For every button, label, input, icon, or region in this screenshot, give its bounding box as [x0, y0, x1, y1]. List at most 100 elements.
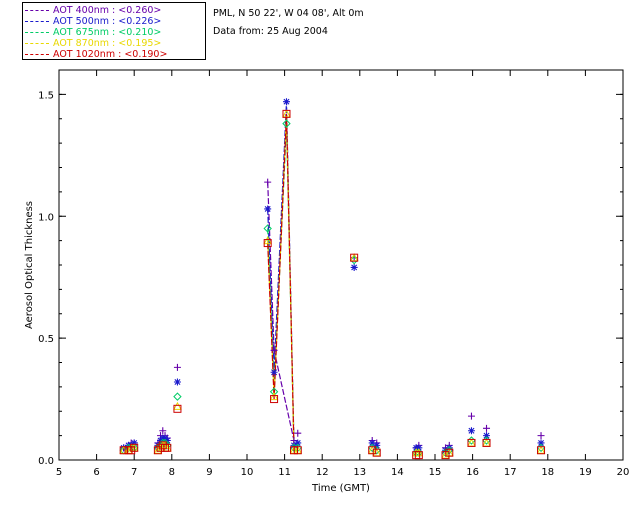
legend-label: AOT 1020nm : <0.190>	[53, 49, 168, 60]
data-point	[270, 368, 278, 376]
data-point	[483, 424, 491, 432]
data-point	[537, 439, 545, 447]
data-point	[294, 439, 302, 447]
data-point	[173, 401, 182, 410]
data-point	[130, 443, 139, 452]
legend-swatch	[25, 32, 49, 33]
data-point	[415, 444, 423, 452]
data-point	[263, 239, 272, 248]
x-tick-label: 14	[391, 467, 404, 478]
data-point	[282, 119, 291, 128]
legend-swatch	[25, 10, 49, 11]
legend-item-1020nm: AOT 1020nm : <0.190>	[25, 49, 167, 60]
legend-swatch	[25, 21, 49, 22]
legend: AOT 400nm : <0.260> AOT 500nm : <0.226> …	[22, 2, 206, 60]
x-tick-label: 7	[131, 467, 137, 478]
data-point	[163, 443, 172, 452]
site-info: PML, N 50 22', W 04 08', Alt 0m	[213, 8, 364, 19]
x-tick-label: 6	[93, 467, 99, 478]
data-point	[537, 432, 545, 440]
y-tick-label: 1.5	[38, 90, 54, 101]
date-info: Data from: 25 Aug 2004	[213, 26, 328, 37]
legend-label: AOT 500nm : <0.226>	[53, 16, 162, 27]
data-point	[467, 412, 475, 420]
legend-item-500nm: AOT 500nm : <0.226>	[25, 16, 161, 27]
series-line	[267, 101, 295, 446]
legend-item-675nm: AOT 675nm : <0.210>	[25, 27, 161, 38]
x-tick-label: 9	[206, 467, 212, 478]
legend-label: AOT 675nm : <0.210>	[53, 27, 162, 38]
series-lines	[267, 101, 295, 451]
x-tick-label: 15	[429, 467, 442, 478]
data-point	[120, 444, 128, 452]
data-point	[414, 448, 424, 457]
data-point	[270, 395, 279, 404]
x-tick-label: 8	[169, 467, 175, 478]
data-point	[482, 438, 491, 447]
x-axis-title: Time (GMT)	[311, 483, 370, 494]
data-point	[154, 441, 162, 449]
axis-ticks: 5 6 7 8 9 10 11 12 13 14 15 16 17 18 19 20 0.0 0.5 1.0 1.5	[38, 70, 629, 478]
data-point	[537, 446, 546, 455]
data-point	[263, 224, 272, 233]
data-point	[290, 441, 298, 449]
x-tick-label: 19	[579, 467, 592, 478]
x-tick-label: 20	[617, 467, 630, 478]
data-point	[368, 439, 376, 447]
y-tick-label: 0.0	[38, 456, 54, 467]
x-tick-label: 18	[541, 467, 554, 478]
data-point	[372, 448, 381, 457]
data-point	[270, 346, 278, 354]
x-tick-label: 5	[56, 467, 62, 478]
y-tick-label: 1.0	[38, 212, 54, 223]
x-tick-label: 16	[466, 467, 479, 478]
plot-frame	[58, 69, 624, 461]
data-point	[269, 392, 279, 401]
data-point	[467, 438, 476, 447]
y-axis-title: Aerosol Optical Thickness	[24, 201, 35, 329]
data-point	[173, 404, 182, 413]
x-tick-label: 13	[353, 467, 366, 478]
data-point	[536, 445, 546, 454]
x-tick-label: 10	[241, 467, 254, 478]
legend-swatch	[25, 43, 49, 44]
y-tick-label: 0.5	[38, 334, 54, 345]
data-point	[414, 451, 423, 460]
legend-item-400nm: AOT 400nm : <0.260>	[25, 5, 161, 16]
legend-label: AOT 870nm : <0.195>	[53, 38, 162, 49]
legend-item-870nm: AOT 870nm : <0.195>	[25, 38, 161, 49]
data-point	[483, 432, 491, 440]
data-point	[173, 363, 181, 371]
data-points	[119, 98, 546, 460]
data-point	[264, 178, 272, 186]
data-point	[373, 441, 381, 449]
data-point	[445, 444, 453, 452]
x-tick-label: 12	[316, 467, 329, 478]
data-point	[163, 437, 171, 444]
x-tick-label: 11	[278, 467, 291, 478]
data-point	[173, 378, 181, 386]
data-point	[130, 439, 138, 447]
data-point	[119, 446, 128, 455]
data-point	[368, 446, 377, 455]
data-point	[467, 438, 476, 447]
data-point	[350, 263, 358, 271]
series-line	[267, 113, 295, 451]
data-point	[263, 236, 273, 245]
data-point	[350, 253, 359, 262]
data-point	[445, 448, 454, 457]
data-point	[173, 392, 182, 401]
data-point	[293, 446, 302, 455]
data-point	[467, 427, 475, 435]
legend-label: AOT 400nm : <0.260>	[53, 5, 162, 16]
data-point	[282, 98, 290, 106]
data-point	[159, 427, 167, 435]
data-point	[158, 441, 167, 450]
data-point	[294, 429, 302, 437]
data-point	[282, 109, 291, 118]
legend-swatch	[25, 54, 49, 55]
x-tick-label: 17	[504, 467, 517, 478]
data-point	[482, 438, 491, 447]
data-point	[264, 205, 272, 213]
